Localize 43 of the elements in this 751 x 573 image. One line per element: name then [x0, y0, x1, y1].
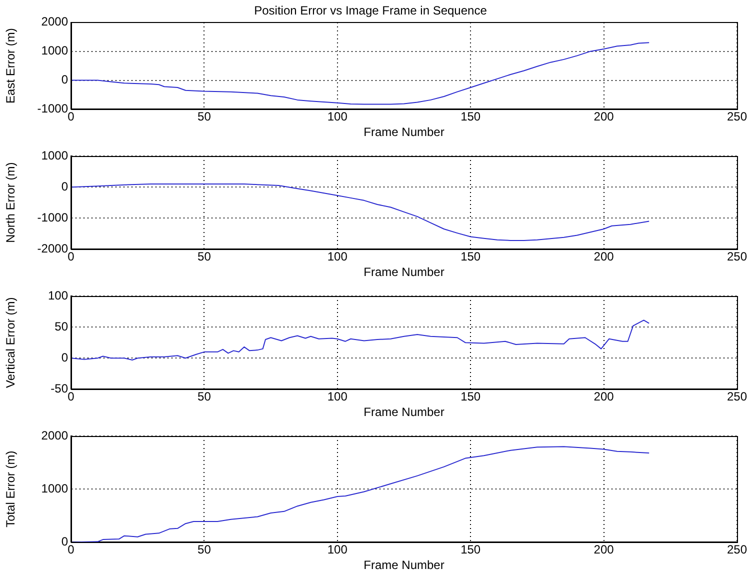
- x-axis-title: Frame Number: [364, 265, 444, 280]
- x-tick-label: 50: [198, 390, 212, 404]
- y-axis-title: East Error (m): [4, 28, 18, 104]
- y-tick-label: -50: [50, 382, 68, 396]
- x-tick-label: 100: [327, 110, 348, 124]
- y-tick-label: -1000: [37, 102, 68, 116]
- x-tick-label: 250: [726, 110, 748, 124]
- y-tick-label: 2000: [41, 14, 68, 29]
- x-tick-label: 250: [726, 542, 748, 557]
- x-tick-label: 150: [460, 110, 481, 124]
- x-tick-label: 50: [198, 250, 212, 264]
- x-tick-label: 150: [460, 250, 481, 264]
- x-tick-label: 200: [594, 390, 614, 404]
- y-tick-label: 1000: [41, 44, 68, 58]
- x-tick-label: 250: [726, 390, 748, 404]
- y-tick-label: 0: [61, 72, 68, 87]
- x-tick-label: 50: [198, 542, 212, 557]
- y-tick-label: 0: [61, 350, 68, 364]
- x-tick-label: 200: [594, 110, 614, 124]
- x-tick-label: 150: [460, 542, 481, 557]
- x-tick-label: 100: [327, 250, 348, 264]
- x-axis-title: Frame Number: [364, 558, 444, 572]
- x-tick-label: 50: [198, 110, 212, 124]
- x-tick-label: 100: [327, 542, 348, 557]
- y-tick-label: -1000: [37, 210, 68, 224]
- x-tick-label: 100: [327, 390, 348, 404]
- chart-title: Position Error vs Image Frame in Sequence: [254, 4, 488, 18]
- y-axis-title: Total Error (m): [4, 450, 18, 528]
- y-tick-label: 50: [54, 319, 68, 334]
- x-tick-label: 200: [594, 542, 614, 557]
- x-tick-label: 200: [594, 250, 614, 264]
- x-tick-label: 250: [726, 250, 748, 264]
- x-axis-title: Frame Number: [364, 405, 444, 420]
- y-tick-label: 1000: [41, 148, 68, 162]
- y-axis-title: Vertical Error (m): [4, 297, 18, 388]
- y-tick-label: 1000: [41, 481, 68, 496]
- y-tick-label: -2000: [37, 242, 68, 256]
- y-tick-label: 0: [61, 179, 68, 194]
- y-tick-label: 100: [48, 288, 68, 302]
- x-axis-title: Frame Number: [364, 125, 444, 140]
- y-axis-title: North Error (m): [4, 162, 18, 243]
- y-tick-label: 2000: [41, 428, 68, 442]
- x-tick-label: 150: [460, 390, 481, 404]
